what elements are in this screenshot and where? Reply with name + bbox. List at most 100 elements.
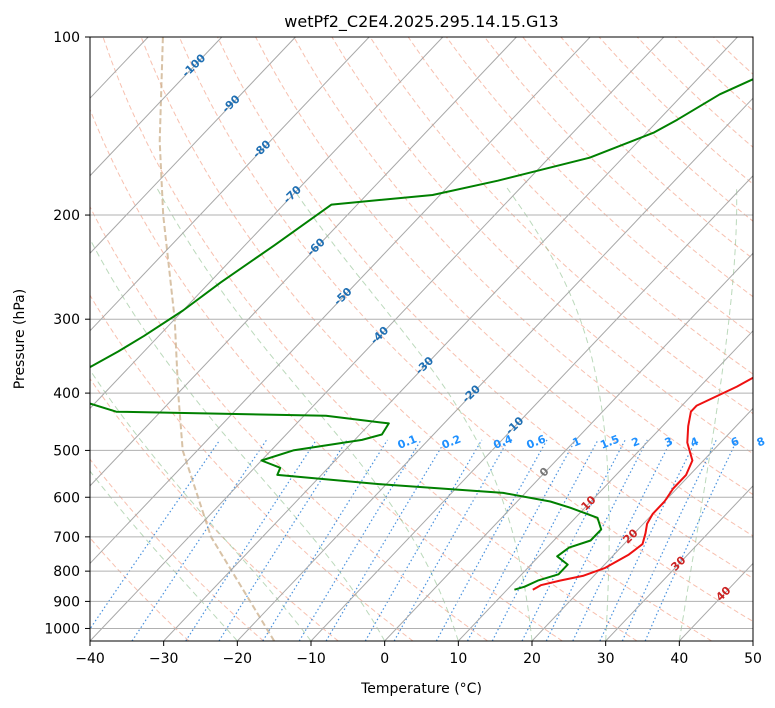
mixing-ratio-line xyxy=(599,439,697,641)
mixing-ratio-line xyxy=(364,439,483,641)
x-axis-label: Temperature (°C) xyxy=(360,681,482,697)
y-tick-label: 900 xyxy=(53,594,80,610)
dry-adiabat-line xyxy=(598,37,753,185)
background-lines xyxy=(0,37,753,641)
mixing-ratio-line xyxy=(621,439,717,641)
moist-adiabat-line xyxy=(506,187,610,641)
dry-adiabat-line xyxy=(484,37,753,298)
y-tick-label: 400 xyxy=(53,386,80,402)
moist-adiabat-line xyxy=(156,187,459,641)
isotherm-line xyxy=(236,97,753,641)
dry-adiabat-line xyxy=(140,37,712,641)
y-tick-label: 200 xyxy=(53,208,80,224)
mixing-ratio-line xyxy=(545,439,648,641)
temperature-profile-line xyxy=(532,376,753,591)
dry-adiabat-line xyxy=(407,37,753,375)
mixing-ratio-label: 4 xyxy=(689,435,701,450)
mixing-ratio-label: 1.5 xyxy=(598,432,621,451)
x-tick-label: −40 xyxy=(75,651,105,667)
isotherm-line xyxy=(531,407,753,641)
dry-adiabat-line xyxy=(90,377,339,641)
isotherm-line xyxy=(605,485,753,641)
y-tick-label: 500 xyxy=(53,443,80,459)
mixing-ratio-line xyxy=(185,439,317,641)
moist-adiabat-line xyxy=(678,187,738,641)
dry-adiabat-line xyxy=(522,37,753,260)
moist-adiabat-line xyxy=(90,238,386,641)
mixing-ratio-line xyxy=(298,439,422,641)
isotherm-line xyxy=(90,37,370,332)
mixing-ratio-label: 2 xyxy=(630,435,642,450)
chart-title: wetPf2_C2E4.2025.295.14.15.G13 xyxy=(284,12,558,32)
dry-adiabat-line xyxy=(178,37,753,622)
y-tick-label: 600 xyxy=(53,490,80,506)
mixing-ratio-line xyxy=(262,439,389,641)
y-axis-label: Pressure (hPa) xyxy=(12,289,28,389)
mixing-ratio-line xyxy=(435,439,548,641)
x-tick-label: −10 xyxy=(296,651,326,667)
x-axis-ticks: −40 −30 −20 −10 0 10 20 30 40 50 xyxy=(75,641,762,667)
mixing-ratio-line xyxy=(466,439,576,641)
mixing-ratio-line xyxy=(393,439,509,641)
dry-adiabat-line xyxy=(713,37,753,75)
y-tick-label: 100 xyxy=(53,30,80,46)
dry-adiabat-line xyxy=(369,37,753,415)
isotherm-line xyxy=(752,640,753,641)
mixing-ratio-line xyxy=(644,439,738,641)
y-tick-label: 1000 xyxy=(44,621,80,637)
dry-adiabat-line xyxy=(102,37,638,641)
y-tick-label: 300 xyxy=(53,312,80,328)
dry-adiabat-line xyxy=(217,37,753,579)
isotherm-line xyxy=(90,37,223,177)
isotherm-line xyxy=(457,330,753,641)
pressure-gridlines xyxy=(90,37,753,629)
y-tick-label: 800 xyxy=(53,564,80,580)
dry-adiabat-line xyxy=(560,37,753,222)
dry-adiabat-line xyxy=(636,37,753,148)
isotherm-line xyxy=(90,37,665,641)
mixing-ratio-label: 3 xyxy=(663,435,675,450)
isotherm-line xyxy=(310,175,753,641)
mixing-ratio-line xyxy=(131,439,268,641)
x-tick-label: 0 xyxy=(380,651,389,667)
x-tick-label: 10 xyxy=(449,651,467,667)
dewpoint-profile-line xyxy=(90,78,753,591)
mixing-ratio-label: 1 xyxy=(571,435,583,450)
dry-adiabat-line xyxy=(293,37,753,496)
x-tick-label: 40 xyxy=(670,651,688,667)
dry-adiabat-line xyxy=(255,37,753,537)
x-tick-label: −30 xyxy=(149,651,179,667)
isotherm-line xyxy=(90,37,296,255)
mixing-ratio-line xyxy=(90,439,221,631)
isotherm-line xyxy=(384,252,753,641)
dry-adiabat-line xyxy=(90,537,190,641)
x-tick-label: −20 xyxy=(223,651,253,667)
dry-adiabat-line xyxy=(90,458,264,641)
moist-adiabat-line xyxy=(90,369,312,641)
mixing-ratio-label: 6 xyxy=(729,435,741,450)
dry-adiabat-line xyxy=(90,108,563,641)
mixing-ratio-label: 0.6 xyxy=(525,432,548,451)
mixing-ratio-line xyxy=(325,439,447,641)
x-tick-label: 50 xyxy=(744,651,762,667)
mixing-ratio-line xyxy=(218,439,348,641)
isotherm-line xyxy=(90,37,444,410)
sounding-series xyxy=(90,78,753,591)
plot-frame xyxy=(89,36,754,642)
moist-adiabat-line xyxy=(292,187,533,641)
y-axis-ticks: 100 200 300 400 500 600 700 800 900 1000 xyxy=(44,30,90,637)
y-tick-label: 700 xyxy=(53,530,80,546)
dry-adiabat-line xyxy=(751,37,753,39)
dry-adiabat-line xyxy=(90,205,488,641)
x-tick-label: 30 xyxy=(597,651,615,667)
isotherm-line xyxy=(90,37,591,565)
x-tick-label: 20 xyxy=(523,651,541,667)
curve-labels: -100-90-80-70-60-50-40-30-20-10010203040… xyxy=(179,51,767,604)
isotherm-line xyxy=(0,37,1,641)
mixing-ratio-label: 0.2 xyxy=(440,432,463,451)
mixing-ratio-label: 8 xyxy=(755,435,767,450)
moist-adiabat-line xyxy=(90,470,238,641)
reference-curve xyxy=(158,37,276,641)
isotherm-line xyxy=(90,37,517,487)
